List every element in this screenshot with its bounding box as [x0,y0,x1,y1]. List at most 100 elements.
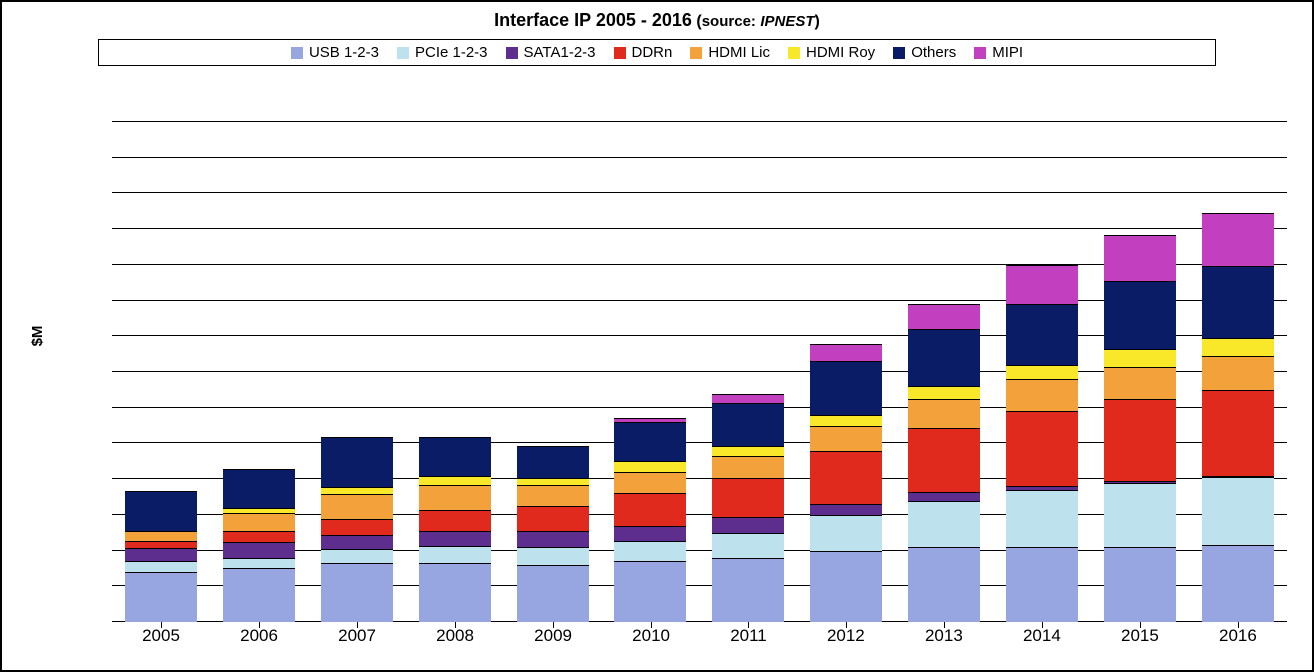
legend-swatch [893,47,905,59]
bar-segment [1104,483,1176,547]
chart-title: Interface IP 2005 - 2016 (source: IPNEST… [2,2,1312,31]
bar-segment [1202,545,1274,622]
legend-swatch [506,47,518,59]
bar-segment [517,485,589,506]
bar-segment [517,565,589,622]
title-main-text: Interface IP 2005 - 2016 [494,10,692,30]
bar-segment [419,563,491,622]
bar-segment [712,394,784,403]
bar-segment [810,504,882,515]
legend-label: USB 1-2-3 [309,44,379,61]
bar-segment [1104,367,1176,399]
bar-stack [810,344,882,623]
bar-group [810,344,882,623]
chart-container: Interface IP 2005 - 2016 (source: IPNEST… [0,0,1314,672]
bar-segment [223,531,295,542]
bar-segment [419,485,491,510]
bar-segment [223,513,295,531]
bar-segment [321,494,393,519]
bar-group [614,418,686,622]
legend-swatch [397,47,409,59]
x-axis-label: 2010 [632,626,670,646]
plot-area [112,122,1287,622]
legend-label: DDRn [632,44,673,61]
x-axis-label: 2008 [436,626,474,646]
bar-segment [712,446,784,457]
bar-stack [125,491,197,622]
bar-segment [1006,411,1078,486]
legend-item: PCIe 1-2-3 [397,44,488,61]
x-axis-label: 2011 [730,626,767,646]
x-axis-label: 2005 [142,626,180,646]
legend-label: MIPI [992,44,1023,61]
legend-item: Others [893,44,956,61]
bar-segment [908,304,980,329]
title-source-label: source: [702,13,756,30]
bar-segment [223,542,295,558]
legend-swatch [614,47,626,59]
bar-segment [810,361,882,415]
legend-swatch [291,47,303,59]
bar-segment [1006,547,1078,622]
bar-stack [321,437,393,622]
x-axis-label: 2015 [1121,626,1159,646]
bar-group [321,437,393,622]
bar-segment [1006,365,1078,379]
x-axis-label: 2009 [534,626,572,646]
bar-group [1006,265,1078,622]
bar-segment [810,415,882,426]
bar-segment [908,386,980,399]
bar-segment [1202,266,1274,337]
legend-item: MIPI [974,44,1023,61]
bar-segment [614,461,686,472]
bar-group [223,469,295,623]
bar-segment [419,546,491,564]
legend-label: HDMI Lic [708,44,770,61]
bar-segment [125,531,197,542]
bar-stack [517,446,589,622]
bar-segment [1104,349,1176,367]
chart-legend: USB 1-2-3PCIe 1-2-3SATA1-2-3DDRnHDMI Lic… [98,39,1216,66]
x-axis-label: 2006 [240,626,278,646]
bar-segment [321,535,393,549]
bar-group [419,437,491,622]
bar-group [908,304,980,622]
bar-segment [712,533,784,558]
bar-segment [614,493,686,525]
bar-segment [1202,477,1274,545]
bar-segment [125,561,197,572]
bar-stack [1202,213,1274,622]
bar-segment [1006,265,1078,304]
bar-segment [517,531,589,547]
bar-segment [1202,338,1274,356]
bar-group [517,446,589,622]
bar-segment [125,548,197,561]
legend-label: PCIe 1-2-3 [415,44,488,61]
bar-segment [810,551,882,622]
title-source-name: IPNEST [760,13,814,30]
bar-segment [810,426,882,451]
bar-stack [1104,235,1176,622]
bar-group [125,491,197,622]
bar-segment [1202,213,1274,267]
legend-label: HDMI Roy [806,44,875,61]
bar-stack [614,418,686,622]
bar-segment [223,469,295,508]
bar-segment [419,437,491,476]
x-axis-label: 2007 [338,626,376,646]
bar-segment [125,541,197,548]
bar-segment [1104,235,1176,281]
bar-stack [419,437,491,622]
bar-segment [614,422,686,461]
bar-segment [614,526,686,542]
legend-item: HDMI Lic [690,44,770,61]
bar-stack [712,394,784,622]
y-axis-label: $M [29,326,46,347]
bar-segment [1006,490,1078,547]
bar-segment [321,519,393,535]
bar-segment [1104,281,1176,349]
x-axis-label: 2012 [827,626,865,646]
bar-group [712,394,784,622]
bar-segment [419,510,491,531]
bar-segment [614,561,686,622]
